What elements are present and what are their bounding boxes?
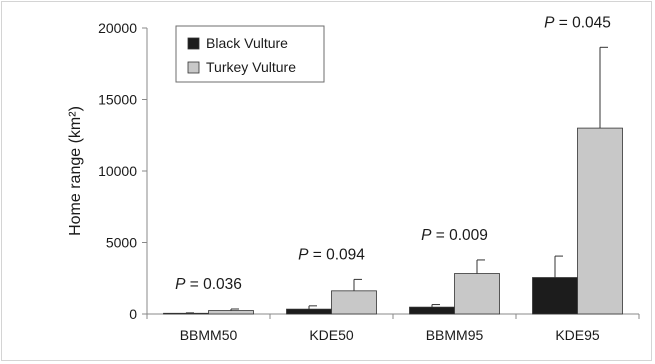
x-tick-label: KDE50 [309, 327, 354, 343]
chart-error-bars [185, 46, 608, 314]
legend-box [175, 25, 325, 83]
p-value-annotation: P = 0.009 [421, 227, 488, 244]
turkey-vulture-bar [331, 290, 377, 315]
y-tick-label: 10000 [98, 163, 137, 179]
y-tick-label: 20000 [98, 20, 137, 36]
y-tick-label: 0 [129, 306, 137, 322]
black-vulture-bar [409, 306, 455, 315]
turkey-vulture-bar [208, 310, 254, 315]
turkey-vulture-bar [577, 127, 623, 315]
black-vulture-bar [286, 308, 332, 315]
p-value-symbol: P [298, 246, 309, 263]
x-tick-label: BBMM50 [180, 327, 238, 343]
y-tick-label: 15000 [98, 92, 137, 108]
legend-label: Black Vulture [206, 35, 288, 51]
p-value-text: = 0.009 [431, 227, 487, 244]
p-value-annotation: P = 0.036 [175, 276, 242, 293]
legend-swatch-black-vulture [187, 37, 200, 50]
p-value-symbol: P [175, 276, 186, 293]
p-value-annotation: P = 0.094 [298, 246, 365, 263]
chart-bars [163, 127, 623, 315]
p-value-symbol: P [544, 14, 555, 31]
chart-legend: Black Vulture Turkey Vulture [175, 25, 325, 83]
x-tick-label: BBMM95 [426, 327, 484, 343]
turkey-vulture-bar [454, 273, 500, 315]
x-tick-label: KDE95 [555, 327, 600, 343]
black-vulture-bar [532, 277, 578, 315]
p-value-text: = 0.036 [185, 276, 241, 293]
y-tick-label: 5000 [106, 235, 137, 251]
p-value-symbol: P [421, 227, 432, 244]
p-value-text: = 0.045 [554, 14, 610, 31]
y-axis-title: Home range (km²) [67, 106, 84, 236]
legend-swatch-turkey-vulture [187, 61, 200, 74]
black-vulture-bar [163, 312, 209, 315]
legend-label: Turkey Vulture [206, 59, 296, 75]
chart-tick-labels: 0 5000 10000 15000 20000 BBMM50 KDE50 BBMM95 KDE… [98, 20, 600, 343]
p-value-annotation: P = 0.045 [544, 14, 611, 31]
p-value-text: = 0.094 [308, 246, 365, 263]
